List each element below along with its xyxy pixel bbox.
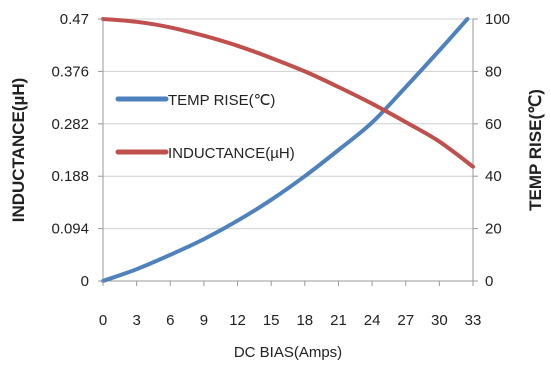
x-tick-label: 15 [263,312,280,329]
legend-label: INDUCTANCE(µH) [168,145,295,162]
y-left-tick-label: 0.282 [51,116,89,133]
x-tick-label: 18 [296,312,313,329]
x-tick-label: 30 [431,312,448,329]
y-right-axis-title: TEMP RISE(℃) [526,89,545,211]
x-tick-label: 12 [229,312,246,329]
y-left-tick-label: 0.188 [51,168,89,185]
y-left-axis-title: INDUCTANCE(µH) [9,78,28,223]
grid [103,18,473,230]
x-tick-label: 27 [397,312,414,329]
y-right-tick-label: 80 [485,63,502,80]
legend-label: TEMP RISE(℃) [168,92,275,109]
y-left-tick-label: 0.47 [60,11,89,28]
y-left-tick-label: 0.376 [51,63,89,80]
series [101,17,475,283]
x-tick-label: 33 [465,312,482,329]
x-tick-label: 3 [132,312,140,329]
y-right-tick-label: 0 [485,273,493,290]
y-left-tick-label: 0 [81,273,89,290]
legend: TEMP RISE(℃) INDUCTANCE(µH) [115,92,295,162]
x-tick-label: 0 [99,312,107,329]
series-line-temp-rise [101,17,470,283]
y-right-tick-label: 40 [485,168,502,185]
x-tick-label: 9 [200,312,208,329]
y-left-tick-label: 0.094 [51,221,89,238]
x-tick-label: 24 [364,312,381,329]
y-right-tick-label: 100 [485,11,510,28]
series-line-inductance [101,17,475,169]
x-tick-label: 6 [166,312,174,329]
y-right-tick-label: 60 [485,116,502,133]
axes [102,19,474,282]
ticks: 0 0.094 0.188 0.282 0.376 0.47 0 20 40 60 80 100 0 3 6… [51,11,510,329]
x-tick-label: 21 [330,312,347,329]
y-right-tick-label: 20 [485,221,502,238]
x-axis-title: DC BIAS(Amps) [234,344,342,361]
